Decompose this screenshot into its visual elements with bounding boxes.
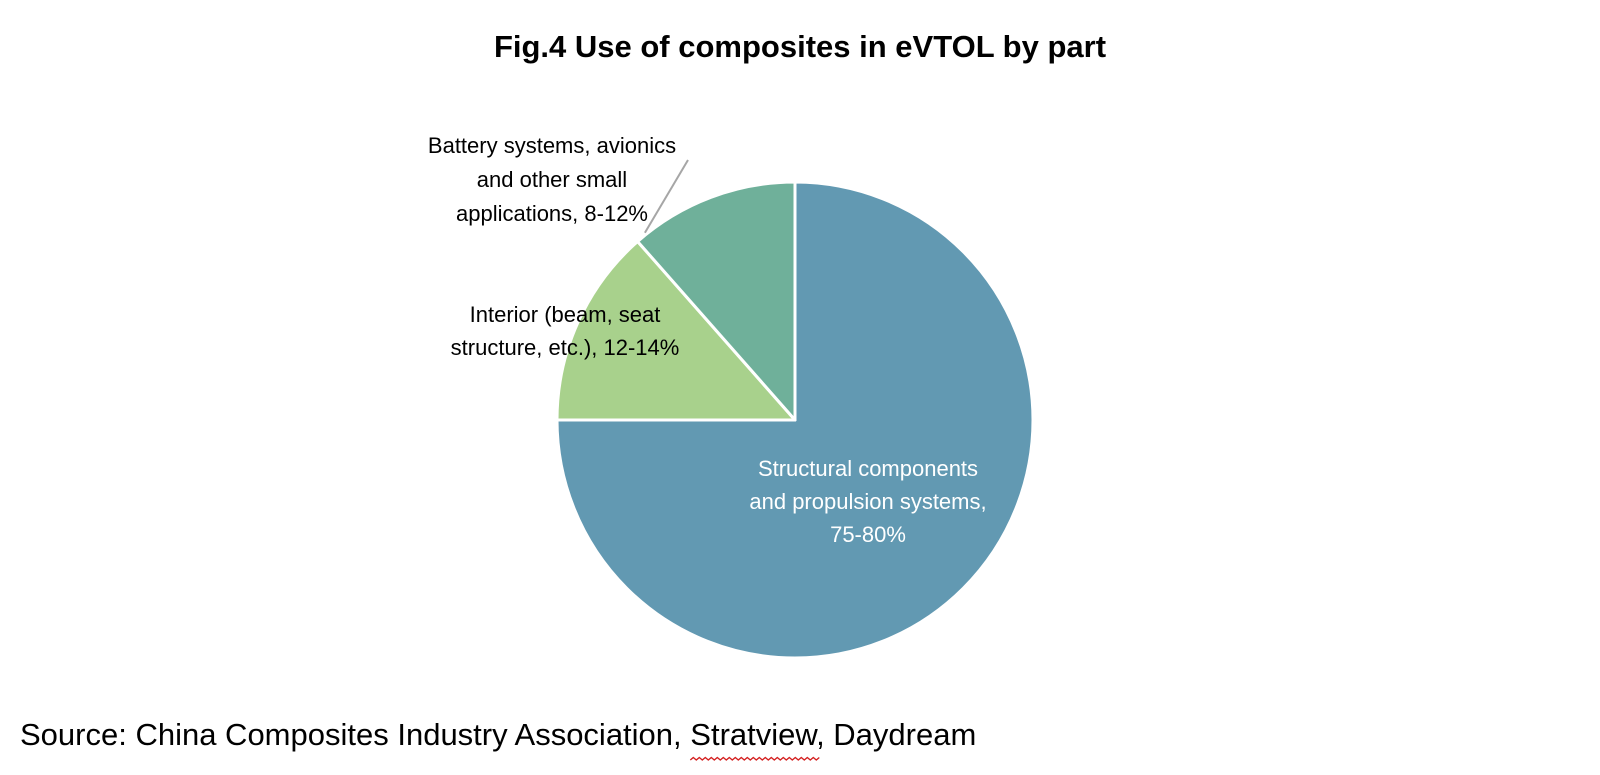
slice-label-line: structure, etc.), 12-14%: [451, 335, 680, 360]
chart-title: Fig.4 Use of composites in eVTOL by part: [494, 29, 1106, 64]
pie-slice-1: [555, 180, 1035, 660]
slice-label-line: and propulsion systems,: [749, 489, 986, 514]
slice-label-line: applications, 8-12%: [456, 201, 648, 226]
slice-label-line: Battery systems, avionics: [428, 133, 676, 158]
source-prefix: Source: China Composites Industry Associ…: [20, 717, 690, 752]
slice-label-3: Battery systems, avionics and other small…: [428, 133, 676, 226]
source-note: Source: China Composites Industry Associ…: [20, 717, 976, 752]
slice-label-line: and other small: [477, 167, 627, 192]
slice-label-line: 75-80%: [830, 522, 906, 547]
spellcheck-underline: [689, 756, 820, 761]
pie-slice-2: [555, 239, 797, 422]
slice-label-1: Structural components and propulsion syst…: [749, 456, 986, 547]
slice-label-line: Structural components: [758, 456, 978, 481]
source-underlined-word: Stratview: [690, 717, 818, 752]
pie-slice-3: [636, 180, 797, 422]
slice-label-2: Interior (beam, seat structure, etc.), 12…: [451, 302, 680, 360]
source-suffix: , Daydream: [816, 717, 976, 752]
slice-labels: Structural components and propulsion syst…: [428, 133, 987, 547]
leader-line: [644, 159, 689, 234]
slice-label-line: Interior (beam, seat: [470, 302, 661, 327]
pie-slices: [555, 180, 1035, 660]
